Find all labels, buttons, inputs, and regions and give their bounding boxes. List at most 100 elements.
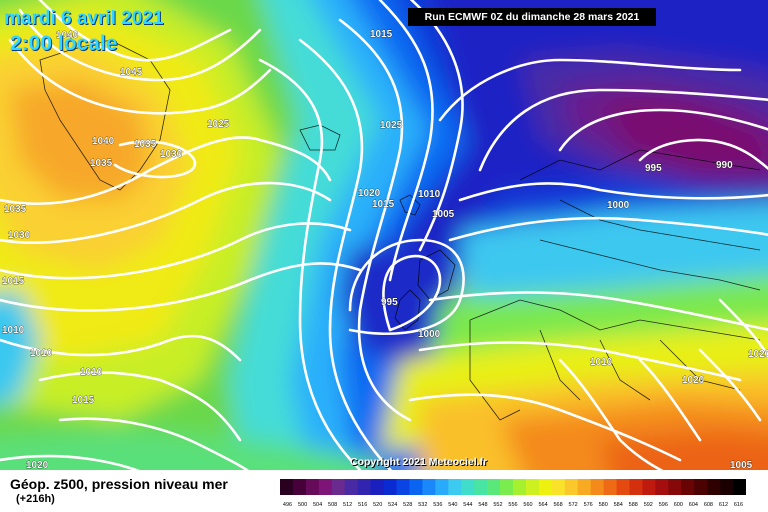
geopotential-map: 1040 1045 1025 1015 1040 1035 1035 1030 …	[0, 0, 768, 470]
legend-swatch	[331, 479, 346, 495]
legend-swatch	[487, 479, 501, 495]
legend-tick-label: 568	[554, 502, 563, 508]
isobar-label: 1010	[2, 325, 25, 336]
legend-tick-label: 580	[599, 502, 608, 508]
isobar-label: 1015	[372, 199, 395, 210]
legend-tick-label: 608	[704, 502, 713, 508]
legend-swatch	[280, 479, 294, 495]
legend-tick-label: 572	[569, 502, 578, 508]
legend-tick-label: 532	[418, 502, 427, 508]
legend-swatch	[707, 479, 721, 495]
isobar-label: 1030	[160, 149, 183, 160]
forecast-date: mardi 6 avril 2021	[4, 8, 164, 29]
legend-tick-label: 500	[298, 502, 307, 508]
legend-swatch	[525, 479, 540, 495]
legend-tick-label: 544	[463, 502, 472, 508]
legend-swatch	[448, 479, 462, 495]
legend-swatch	[538, 479, 553, 495]
legend-tick-label: 592	[644, 502, 653, 508]
legend-tick-label: 496	[283, 502, 292, 508]
legend-tick-label: 564	[538, 502, 547, 508]
copyright-text: Copyright 2021 Meteociel.fr	[350, 456, 488, 468]
isobars	[0, 0, 768, 470]
isobar-label: 1005	[432, 209, 455, 220]
isobar-label: 990	[716, 160, 733, 171]
isobar-label: 995	[645, 163, 662, 174]
lead-time: (+216h)	[16, 493, 55, 505]
legend-swatch	[681, 479, 695, 495]
isobar-label: 1010	[590, 357, 613, 368]
legend-swatch	[629, 479, 643, 495]
legend-swatch	[720, 479, 734, 495]
isobar-label: 1035	[90, 158, 113, 169]
isobar-label: 1010	[418, 189, 441, 200]
legend-swatch	[603, 479, 618, 495]
isobar-labels: 1040 1045 1025 1015 1040 1035 1035 1030 …	[2, 29, 768, 470]
coastlines	[39, 39, 761, 421]
legend-tick-label: 512	[343, 502, 352, 508]
isobar-label: 1040	[56, 30, 79, 41]
legend-tick-label: 576	[584, 502, 593, 508]
legend-tick-label: 548	[478, 502, 487, 508]
legend-swatch	[733, 479, 746, 495]
isobar-label: 1015	[370, 29, 393, 40]
legend-tick-label: 508	[328, 502, 337, 508]
isobar-label: 1025	[380, 120, 403, 131]
forecast-time: 2:00 locale	[10, 32, 118, 55]
isobar-label: 1020	[26, 460, 49, 470]
isobar-label: 1010	[80, 367, 103, 378]
legend-tick-label: 540	[448, 502, 457, 508]
legend-swatch	[318, 479, 333, 495]
legend-swatch	[409, 479, 423, 495]
legend-swatch	[435, 479, 449, 495]
legend-swatch	[590, 479, 605, 495]
legend-swatch	[383, 479, 397, 495]
legend-swatch	[357, 479, 372, 495]
legend-swatch	[344, 479, 359, 495]
legend-tick-label: 596	[659, 502, 668, 508]
legend-swatch	[551, 479, 566, 495]
legend-tick-label: 616	[734, 502, 743, 508]
isobar-label: 1015	[72, 395, 95, 406]
legend-tick-label: 604	[689, 502, 698, 508]
legend-swatch	[461, 479, 475, 495]
isobar-label: 1005	[730, 460, 753, 470]
isobar-label: 1020	[748, 349, 768, 360]
legend-tick-label: 552	[493, 502, 502, 508]
legend-swatch	[396, 479, 410, 495]
legend-tick-label: 600	[674, 502, 683, 508]
legend-tick-label: 556	[508, 502, 517, 508]
legend-tick-label: 528	[403, 502, 412, 508]
isobar-label: 1025	[207, 119, 230, 130]
isobar-label: 1040	[92, 136, 115, 147]
isobar-label: 1030	[8, 230, 31, 241]
legend-swatch	[694, 479, 708, 495]
isobar-label: 1035	[4, 204, 27, 215]
isobar-label: 1010	[30, 348, 53, 359]
legend-swatch	[668, 479, 682, 495]
legend-tick-label: 612	[719, 502, 728, 508]
legend-swatch	[474, 479, 488, 495]
legend-tick-label: 520	[373, 502, 382, 508]
legend-swatch	[422, 479, 436, 495]
legend-tick-label: 504	[313, 502, 322, 508]
model-run-banner: Run ECMWF 0Z du dimanche 28 mars 2021	[408, 8, 656, 26]
legend-swatch	[500, 479, 514, 495]
isobar-label: 1020	[682, 375, 705, 386]
legend-swatch	[513, 479, 527, 495]
legend-tick-label: 584	[614, 502, 623, 508]
isobar-label: 1020	[358, 188, 381, 199]
isobar-label: 1000	[418, 329, 441, 340]
legend-swatch	[577, 479, 592, 495]
legend-swatch	[305, 479, 320, 495]
isobar-label: 1015	[2, 276, 25, 287]
field-title: Géop. z500, pression niveau mer	[10, 476, 228, 492]
legend-swatch	[655, 479, 669, 495]
color-scale-legend: 496 500 504 508 512 516 520 524 528 532 536 540 544 5…	[280, 479, 746, 508]
legend-swatch	[370, 479, 385, 495]
isobar-label: 1045	[120, 67, 143, 78]
isobar-label: 1000	[607, 200, 630, 211]
isobar-label: 995	[381, 297, 398, 308]
legend-tick-label: 524	[388, 502, 397, 508]
